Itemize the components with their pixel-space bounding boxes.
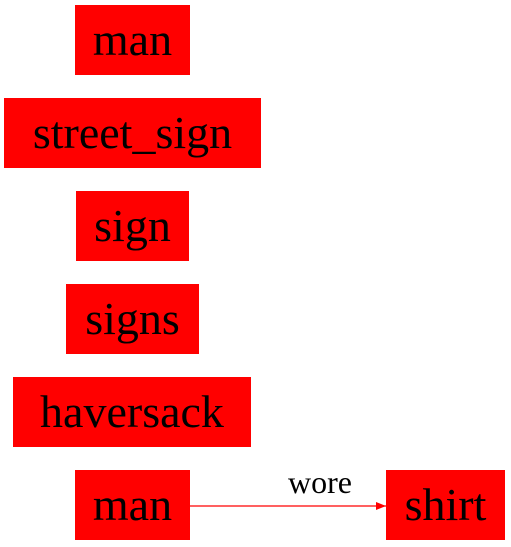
node-man: man <box>75 5 190 75</box>
node-man-subject: man <box>75 470 190 540</box>
node-signs: signs <box>66 284 199 354</box>
node-street-sign: street_sign <box>4 98 261 168</box>
node-shirt: shirt <box>386 470 505 540</box>
node-haversack: haversack <box>13 377 251 447</box>
node-sign: sign <box>76 191 189 261</box>
edge-label-wore: wore <box>288 464 352 500</box>
